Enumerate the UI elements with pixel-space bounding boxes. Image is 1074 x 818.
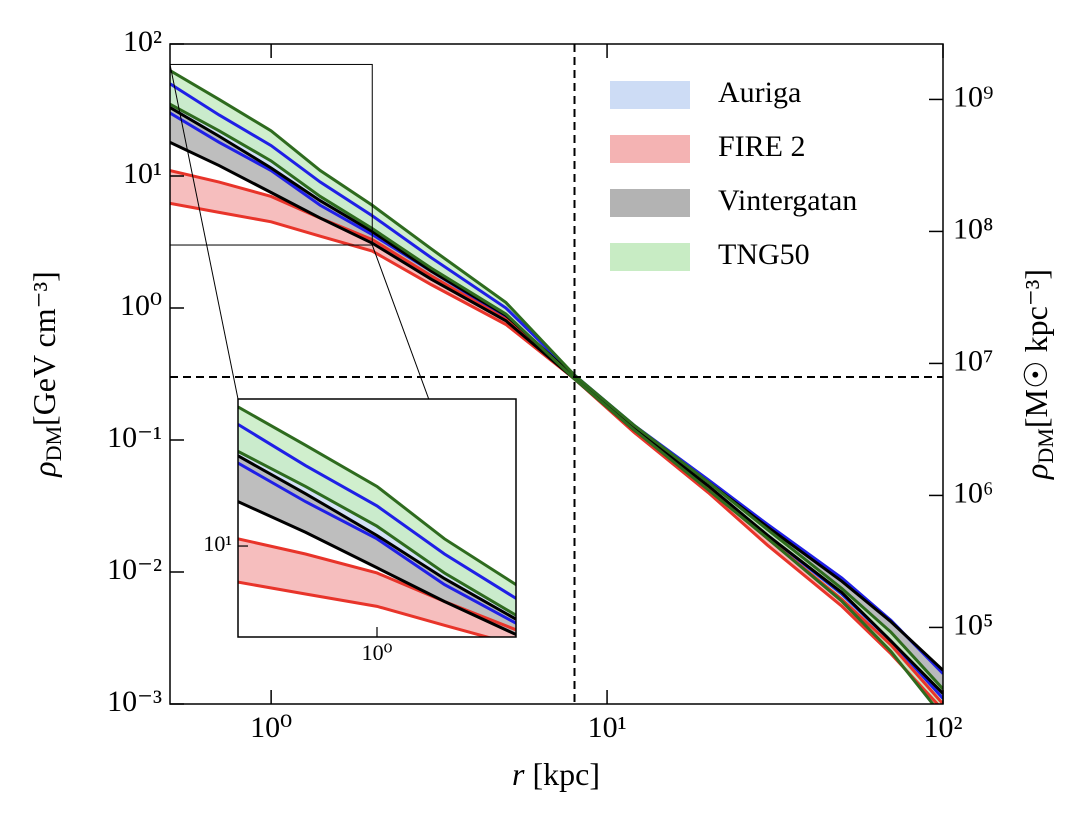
legend-label: Vintergatan [718, 184, 857, 217]
y-tick-label: 10⁰ [120, 289, 162, 322]
band-edge [170, 69, 943, 690]
inset-y-tick-label: 10¹ [203, 531, 232, 556]
axes: 10⁰ 10¹ 10² 10⁻³ 10⁻² 10⁻¹ 10⁰ 10¹ 10² 10⁵ 10⁶ 10⁷ 1… [107, 25, 993, 744]
y-tick-label: 10² [123, 25, 162, 58]
x-tick-label: 10² [924, 711, 963, 744]
y2-tick-label: 10⁷ [953, 344, 993, 377]
y-tick-label: 10¹ [123, 157, 162, 190]
y-tick-label: 10⁻² [107, 553, 162, 586]
y2-axis-label: ρDM[M☉ kpc⁻³] [1018, 269, 1058, 480]
band-edge [170, 102, 935, 704]
band-edge [238, 537, 516, 632]
y2-tick-label: 10⁵ [953, 608, 993, 641]
plot-area [170, 44, 943, 704]
band-fill [170, 107, 943, 694]
band-edge [170, 140, 943, 695]
y-tick-label: 10⁻³ [107, 685, 162, 718]
y2-tick-label: 10⁹ [953, 80, 993, 113]
legend-swatch [610, 243, 690, 271]
inset-x-tick-label: 10⁰ [362, 640, 393, 665]
band-edge [238, 500, 516, 637]
x-tick-label: 10⁰ [250, 711, 292, 744]
legend-swatch [610, 135, 690, 163]
band-edge [238, 405, 516, 587]
y-subscript: DM [41, 426, 66, 461]
x-unit: [kpc] [532, 756, 600, 792]
legend-label: FIRE 2 [718, 130, 806, 163]
x-axis-label: r [kpc] [512, 756, 600, 792]
x-symbol: r [512, 756, 525, 792]
band-edge [238, 580, 493, 637]
band-fill [238, 455, 516, 635]
y2-tick-label: 10⁶ [953, 476, 993, 509]
band-fill [238, 538, 516, 637]
band-fill [238, 406, 516, 616]
y2-subscript: DM [1033, 428, 1058, 463]
band-edge [238, 461, 516, 625]
zoom-box [169, 63, 373, 246]
y2-tick-label: 10⁸ [953, 212, 993, 245]
y2-symbol: ρ [1018, 464, 1054, 480]
y-tick-label: 10⁻¹ [107, 421, 162, 454]
band-edge [238, 450, 516, 618]
zoom-connector [169, 64, 239, 400]
y-axis-label: ρDM[GeV cm⁻³] [26, 271, 66, 478]
band-edge [238, 423, 516, 601]
frame [169, 43, 944, 705]
band-edge [238, 454, 516, 621]
inset-plot [238, 405, 516, 637]
legend-label: TNG50 [718, 238, 810, 271]
legend-swatch [610, 189, 690, 217]
legend-swatch [610, 81, 690, 109]
y-unit: [GeV cm⁻³] [26, 271, 62, 426]
x-tick-label: 10¹ [588, 711, 627, 744]
band-edge [170, 82, 943, 675]
band-fill [170, 70, 943, 704]
y-symbol: ρ [26, 461, 62, 477]
legend-label: Auriga [718, 76, 801, 109]
y2-unit: [M☉ kpc⁻³] [1018, 269, 1054, 428]
